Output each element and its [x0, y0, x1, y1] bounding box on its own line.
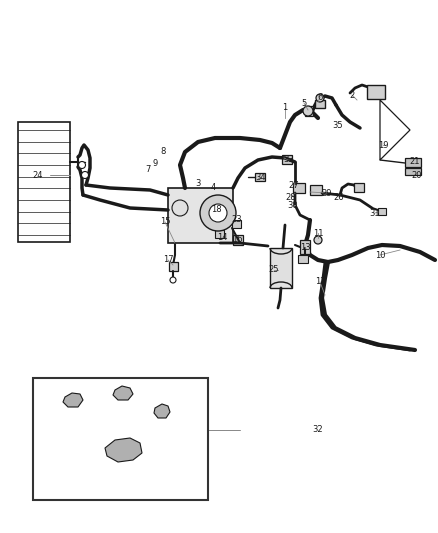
Circle shape — [303, 106, 313, 116]
Polygon shape — [380, 100, 410, 160]
Text: 32: 32 — [313, 425, 323, 434]
Text: 17: 17 — [162, 255, 173, 264]
Text: 23: 23 — [232, 215, 242, 224]
Bar — [405, 168, 421, 175]
Text: 27: 27 — [289, 181, 299, 190]
Text: 31: 31 — [370, 208, 380, 217]
Bar — [298, 255, 308, 263]
Polygon shape — [63, 393, 83, 407]
Text: 33: 33 — [284, 156, 294, 165]
Text: 18: 18 — [211, 206, 221, 214]
Bar — [300, 240, 310, 254]
Text: 10: 10 — [375, 251, 385, 260]
Circle shape — [170, 277, 176, 283]
Text: 21: 21 — [410, 157, 420, 166]
Circle shape — [81, 172, 88, 179]
Text: 12: 12 — [315, 278, 325, 287]
Text: 7: 7 — [145, 166, 151, 174]
Text: 2: 2 — [350, 91, 355, 100]
Bar — [215, 230, 224, 238]
Text: 24: 24 — [33, 171, 43, 180]
Text: 19: 19 — [378, 141, 388, 149]
Bar — [405, 158, 421, 167]
Text: 3: 3 — [195, 179, 201, 188]
Text: 26: 26 — [334, 192, 344, 201]
Text: 5: 5 — [301, 99, 307, 108]
Bar — [232, 220, 241, 228]
Polygon shape — [154, 404, 170, 418]
Bar — [315, 100, 325, 108]
Bar — [310, 185, 322, 195]
Text: 29: 29 — [322, 189, 332, 198]
Circle shape — [314, 236, 322, 244]
Circle shape — [316, 94, 324, 102]
Bar — [354, 183, 364, 192]
Text: 25: 25 — [269, 265, 279, 274]
Circle shape — [209, 204, 227, 222]
Bar — [33, 378, 208, 500]
Text: 28: 28 — [286, 192, 297, 201]
Bar — [169, 262, 178, 271]
Text: 9: 9 — [152, 159, 158, 168]
Bar — [18, 122, 70, 242]
Text: 6: 6 — [317, 93, 323, 101]
Bar — [168, 188, 233, 243]
Bar — [233, 235, 243, 245]
Polygon shape — [105, 438, 142, 462]
Text: 4: 4 — [210, 182, 215, 191]
Polygon shape — [113, 386, 133, 400]
Bar — [255, 173, 265, 181]
Text: 35: 35 — [333, 120, 343, 130]
Text: 1: 1 — [283, 103, 288, 112]
Text: 20: 20 — [412, 171, 422, 180]
Text: 11: 11 — [313, 229, 323, 238]
Bar — [293, 183, 305, 193]
Text: 15: 15 — [160, 217, 170, 227]
Bar — [367, 85, 385, 99]
Text: 16: 16 — [232, 236, 242, 245]
Circle shape — [78, 161, 85, 168]
Text: 30: 30 — [288, 200, 298, 209]
Text: 8: 8 — [160, 148, 166, 157]
Text: 34: 34 — [256, 174, 266, 182]
Bar — [270, 248, 292, 288]
Bar — [305, 106, 313, 116]
Circle shape — [172, 200, 188, 216]
Bar — [378, 208, 386, 215]
Bar — [282, 155, 292, 164]
Circle shape — [200, 195, 236, 231]
Text: 13: 13 — [300, 243, 310, 252]
Text: 14: 14 — [217, 232, 227, 241]
